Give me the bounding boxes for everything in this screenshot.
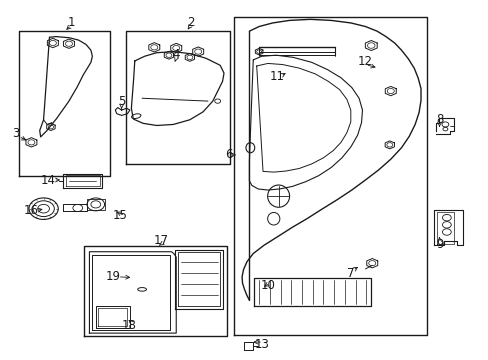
Text: 10: 10 [260, 279, 275, 292]
Text: 18: 18 [121, 319, 136, 332]
Text: 4: 4 [172, 48, 180, 61]
Text: 5: 5 [118, 95, 125, 108]
Text: 8: 8 [435, 113, 442, 126]
Text: 6: 6 [224, 148, 232, 161]
Text: 2: 2 [187, 16, 194, 29]
Text: 9: 9 [435, 238, 443, 251]
Text: 19: 19 [105, 270, 120, 283]
Text: 3: 3 [13, 127, 20, 140]
Text: 17: 17 [154, 234, 169, 247]
Text: 14: 14 [41, 174, 56, 186]
Text: 1: 1 [67, 16, 75, 29]
Text: 11: 11 [268, 69, 284, 82]
Text: 12: 12 [357, 55, 372, 68]
Text: 7: 7 [346, 267, 354, 280]
Text: 15: 15 [113, 210, 127, 222]
Text: 13: 13 [254, 338, 269, 351]
Text: 16: 16 [23, 204, 39, 217]
